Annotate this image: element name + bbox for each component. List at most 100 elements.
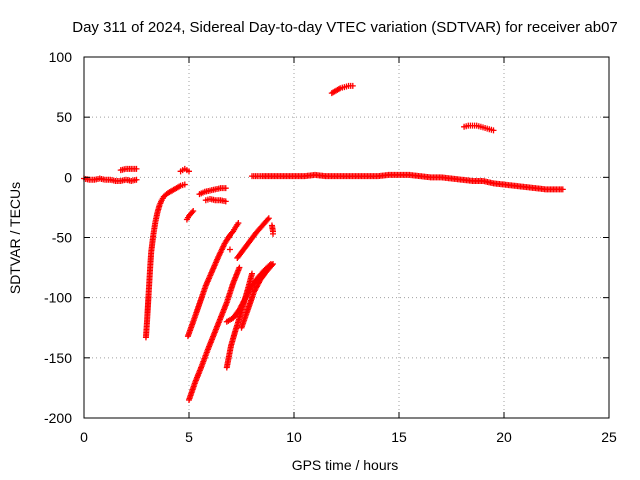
data-point-trail xyxy=(131,177,138,184)
series-baseline-early xyxy=(81,175,140,184)
data-point-trail xyxy=(204,347,211,354)
data-point-trail xyxy=(198,364,205,371)
series-line-5h-132 xyxy=(184,232,233,340)
chart-title: Day 311 of 2024, Sidereal Day-to-day VTE… xyxy=(72,19,618,36)
data-point-trail xyxy=(221,185,227,192)
y-tick-label: 100 xyxy=(49,49,73,65)
y-tick-label: -50 xyxy=(52,230,72,246)
data-point-trail xyxy=(158,198,164,205)
data-point-trail xyxy=(247,285,254,292)
series-arc-5h-short xyxy=(183,208,197,223)
data-point-trail xyxy=(189,320,196,327)
data-point-trail xyxy=(264,216,271,223)
data-point-trail xyxy=(339,84,346,91)
data-point-trail xyxy=(480,124,486,131)
plot-frame xyxy=(83,56,610,419)
data-point-trail xyxy=(268,262,275,269)
tick-labels: 0 5 10 15 20 25 -200 -150 -100 -50 0 50 100 xyxy=(44,49,617,445)
y-tick-label: 50 xyxy=(56,109,72,125)
x-axis-label: GPS time / hours xyxy=(292,457,399,473)
data-point-trail xyxy=(229,281,236,288)
series-line-5h-185 xyxy=(186,264,243,403)
data-point-trail xyxy=(131,165,138,172)
x-tick-label: 25 xyxy=(601,429,617,445)
data-point-trail xyxy=(475,123,482,130)
data-point-trail xyxy=(210,186,217,193)
y-tick-label: -100 xyxy=(44,290,72,306)
y-tick-label: -150 xyxy=(44,350,72,366)
data-point-trail xyxy=(214,255,221,262)
data-point-trail xyxy=(558,186,565,193)
x-tick-label: 20 xyxy=(496,429,512,445)
data-point-trail xyxy=(256,279,262,286)
series-dots-9h xyxy=(268,222,276,237)
series-line-7h-50 xyxy=(225,220,242,241)
series-arc-6h xyxy=(202,195,229,205)
tick-marks xyxy=(83,56,610,419)
data-point-trail xyxy=(210,332,217,339)
data-point-trail xyxy=(234,309,241,316)
data-point-trail xyxy=(179,182,186,189)
data-point-trail xyxy=(267,263,274,270)
data-point-trail xyxy=(221,197,227,204)
data-point-trail xyxy=(238,248,245,255)
series-arc-5.5h xyxy=(196,185,229,198)
x-tick-label: 10 xyxy=(286,429,302,445)
data-point-trail xyxy=(488,126,495,133)
data-point-trail xyxy=(250,290,257,297)
data-point-trail xyxy=(191,380,198,387)
data-point-trail xyxy=(189,209,196,216)
data-point xyxy=(226,246,233,253)
data-point-trail xyxy=(235,316,242,323)
data-point-trail xyxy=(263,217,270,224)
data-point-trail xyxy=(231,226,238,233)
data-point-trail xyxy=(223,300,230,307)
data-point-trail xyxy=(244,308,251,315)
data-point xyxy=(186,168,192,175)
data-point-trail xyxy=(159,195,166,202)
data-point-trail xyxy=(195,302,202,309)
y-axis-label: SDTVAR / TECUs xyxy=(7,182,23,294)
data-point-trail xyxy=(154,210,161,217)
series-arc-3h-dip xyxy=(142,181,188,341)
x-tick-label: 0 xyxy=(80,429,88,445)
series-arc-12h xyxy=(328,82,356,97)
data-point-trail xyxy=(231,329,238,336)
data-point-trail xyxy=(235,266,242,273)
data-point-trail xyxy=(261,270,268,277)
series-dot-7h-60 xyxy=(226,246,233,253)
series-line-7.3h-67 xyxy=(234,215,272,261)
series-arc-2h xyxy=(117,165,140,174)
data-point-trail xyxy=(335,86,342,93)
data-point-trail xyxy=(248,272,255,279)
data-point-trail xyxy=(251,232,258,239)
data-point-trail xyxy=(227,344,234,351)
data-point-trail xyxy=(200,189,206,196)
data-point xyxy=(190,208,197,215)
data-point-trail xyxy=(216,316,223,323)
y-tick-label: 0 xyxy=(64,169,72,185)
data-point-trail xyxy=(347,82,354,89)
data-point-trail xyxy=(245,240,252,247)
data-points xyxy=(81,82,566,403)
series-arc-4.8h xyxy=(177,165,192,175)
data-point-trail xyxy=(269,226,276,233)
data-point-trail xyxy=(205,187,212,194)
data-point-trail xyxy=(257,224,264,231)
series-arc-18h xyxy=(461,122,497,134)
data-point-trail xyxy=(184,214,191,221)
x-tick-label: 15 xyxy=(391,429,407,445)
data-point-trail xyxy=(208,269,215,276)
data-point-trail xyxy=(202,284,209,291)
data-point-trail xyxy=(229,229,236,236)
data-point-trail xyxy=(484,125,491,132)
data-point-trail xyxy=(176,183,183,190)
series-line-8h-125 xyxy=(238,260,276,331)
data-point-trail xyxy=(226,232,233,239)
x-tick-label: 5 xyxy=(185,429,193,445)
data-point-trail xyxy=(241,297,248,304)
series-baseline-main xyxy=(249,171,566,193)
data-point-trail xyxy=(234,221,241,228)
grid-lines xyxy=(84,57,609,418)
